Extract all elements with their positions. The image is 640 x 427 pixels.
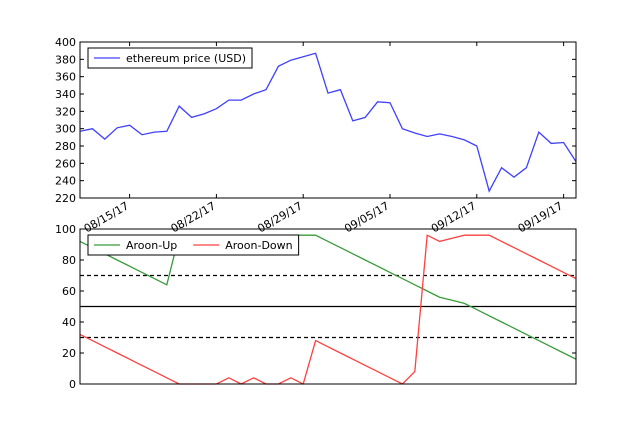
y-tick-label: 360 bbox=[55, 71, 76, 84]
series-line bbox=[79, 234, 577, 385]
legend-label: ethereum price (USD) bbox=[126, 52, 246, 65]
x-tick-label: 08/15/17 bbox=[82, 199, 131, 235]
y-tick-label: 20 bbox=[62, 347, 76, 360]
x-tick-label: 08/22/17 bbox=[169, 199, 218, 235]
x-tick-label: 09/19/17 bbox=[516, 199, 565, 235]
y-tick-label: 100 bbox=[55, 223, 76, 236]
y-tick-label: 0 bbox=[69, 378, 76, 391]
legend: Aroon-Up Aroon-Down bbox=[87, 234, 300, 256]
y-tick-label: 60 bbox=[62, 285, 76, 298]
y-tick-label: 220 bbox=[55, 192, 76, 205]
x-tick-label: 09/05/17 bbox=[342, 199, 391, 235]
legend-box bbox=[87, 47, 253, 69]
y-tick-label: 280 bbox=[55, 140, 76, 153]
y-tick-label: 400 bbox=[55, 36, 76, 49]
y-tick-label: 80 bbox=[62, 254, 76, 267]
y-tick-label: 260 bbox=[55, 157, 76, 170]
x-tick-label: 08/29/17 bbox=[255, 199, 304, 235]
series-line bbox=[79, 52, 577, 193]
y-tick-label: 240 bbox=[55, 175, 76, 188]
legend-label: Aroon-Up bbox=[126, 239, 177, 252]
y-tick-label: 320 bbox=[55, 105, 76, 118]
y-tick-label: 300 bbox=[55, 123, 76, 136]
series-line bbox=[79, 234, 577, 360]
plot-frame bbox=[79, 41, 577, 199]
legend-label: Aroon-Down bbox=[225, 239, 292, 252]
y-tick-label: 40 bbox=[62, 316, 76, 329]
y-tick-label: 340 bbox=[55, 88, 76, 101]
x-tick-label: 09/12/17 bbox=[429, 199, 478, 235]
legend: ethereum price (USD) bbox=[87, 47, 253, 69]
y-tick-label: 380 bbox=[55, 53, 76, 66]
plot-frame bbox=[79, 228, 577, 385]
